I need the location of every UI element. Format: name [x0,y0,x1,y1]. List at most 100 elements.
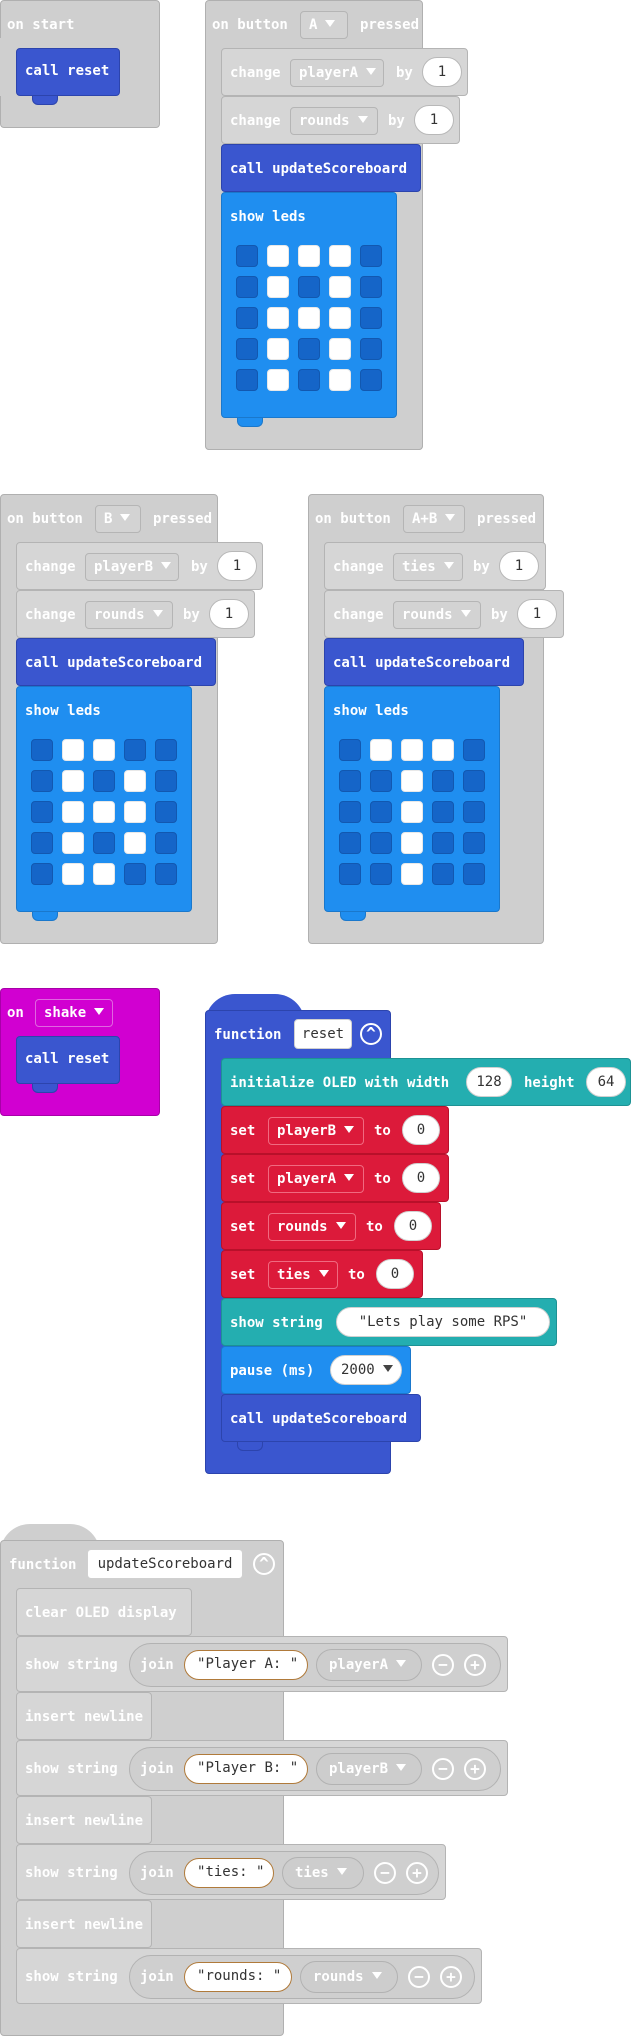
variable-dropdown[interactable]: ties [268,1261,338,1289]
led-cell[interactable] [62,832,84,854]
width-input[interactable]: 128 [466,1067,512,1097]
led-cell[interactable] [463,863,485,885]
plus-icon[interactable]: + [406,1862,428,1884]
insert-newline-block[interactable]: insert newline [16,1796,152,1844]
led-cell[interactable] [62,801,84,823]
led-cell[interactable] [236,369,258,391]
join-block[interactable]: join "Player B: " playerB − + [129,1747,501,1791]
function-name-field[interactable]: reset [294,1019,352,1049]
led-cell[interactable] [298,307,320,329]
led-cell[interactable] [432,863,454,885]
button-dropdown[interactable]: B [95,505,141,533]
variable-dropdown[interactable]: ties [393,553,463,581]
led-cell[interactable] [298,245,320,267]
number-input[interactable]: 1 [422,57,462,87]
led-cell[interactable] [124,832,146,854]
led-cell[interactable] [329,369,351,391]
join-block[interactable]: join "Player A: " playerA − + [129,1643,501,1687]
led-cell[interactable] [124,801,146,823]
variable-dropdown[interactable]: playerA [268,1165,364,1193]
variable-pill[interactable]: playerA [316,1649,422,1681]
number-input[interactable]: 1 [414,105,454,135]
initialize-oled-block[interactable]: initialize OLED with width 128 height 64 [221,1058,631,1106]
change-block[interactable]: change playerA by 1 [221,48,468,96]
led-cell[interactable] [463,832,485,854]
led-cell[interactable] [329,245,351,267]
led-cell[interactable] [339,832,361,854]
led-cell[interactable] [236,276,258,298]
show-leds-block[interactable]: show leds [221,192,397,418]
number-input[interactable]: 1 [217,551,257,581]
led-cell[interactable] [401,770,423,792]
led-cell[interactable] [31,832,53,854]
collapse-icon[interactable]: ^ [360,1023,382,1045]
height-input[interactable]: 64 [586,1067,626,1097]
pause-dropdown[interactable]: 2000 [330,1355,402,1385]
show-string-block[interactable]: show string join "rounds: " rounds − + [16,1948,482,2004]
led-cell[interactable] [267,369,289,391]
led-cell[interactable] [31,801,53,823]
led-cell[interactable] [432,832,454,854]
variable-dropdown[interactable]: rounds [290,107,378,135]
led-cell[interactable] [360,276,382,298]
led-cell[interactable] [370,770,392,792]
change-block[interactable]: change rounds by 1 [324,590,564,638]
change-block[interactable]: change rounds by 1 [16,590,255,638]
show-leds-block[interactable]: show leds [16,686,192,912]
call-reset-block[interactable]: call reset [16,1036,120,1084]
led-cell[interactable] [401,801,423,823]
insert-newline-block[interactable]: insert newline [16,1900,152,1948]
led-cell[interactable] [360,338,382,360]
led-cell[interactable] [236,338,258,360]
collapse-icon[interactable]: ^ [253,1553,275,1575]
led-cell[interactable] [62,863,84,885]
number-input[interactable]: 1 [499,551,539,581]
led-cell[interactable] [93,770,115,792]
set-variable-block[interactable]: set playerA to 0 [221,1154,449,1202]
function-name-field[interactable]: updateScoreboard [87,1549,243,1579]
number-input[interactable]: 1 [209,599,249,629]
led-cell[interactable] [31,739,53,761]
led-cell[interactable] [432,739,454,761]
set-variable-block[interactable]: set ties to 0 [221,1250,423,1298]
led-cell[interactable] [62,770,84,792]
join-block[interactable]: join "rounds: " rounds − + [129,1955,475,1999]
variable-pill[interactable]: ties [282,1857,364,1889]
minus-icon[interactable]: − [374,1862,396,1884]
variable-dropdown[interactable]: playerB [268,1117,364,1145]
led-cell[interactable] [267,307,289,329]
variable-dropdown[interactable]: rounds [85,601,173,629]
led-cell[interactable] [267,245,289,267]
clear-oled-block[interactable]: clear OLED display [16,1588,192,1636]
led-cell[interactable] [339,801,361,823]
variable-pill[interactable]: rounds [300,1961,398,1993]
number-input[interactable]: 1 [517,599,557,629]
plus-icon[interactable]: + [440,1966,462,1988]
value-input[interactable]: 0 [402,1163,440,1193]
led-cell[interactable] [360,369,382,391]
led-cell[interactable] [360,245,382,267]
led-cell[interactable] [124,770,146,792]
minus-icon[interactable]: − [432,1654,454,1676]
led-cell[interactable] [370,801,392,823]
button-dropdown[interactable]: A [300,11,348,39]
led-cell[interactable] [31,770,53,792]
value-input[interactable]: 0 [376,1259,414,1289]
led-cell[interactable] [93,863,115,885]
led-cell[interactable] [370,739,392,761]
led-cell[interactable] [267,338,289,360]
join-block[interactable]: join "ties: " ties − + [129,1851,439,1895]
led-cell[interactable] [298,276,320,298]
minus-icon[interactable]: − [408,1966,430,1988]
string-input[interactable]: "ties: " [184,1858,274,1888]
gesture-dropdown[interactable]: shake [35,999,113,1027]
change-block[interactable]: change rounds by 1 [221,96,460,144]
led-cell[interactable] [329,276,351,298]
led-cell[interactable] [124,863,146,885]
call-update-scoreboard-block[interactable]: call updateScoreboard [16,638,216,686]
show-string-block[interactable]: show string join "Player B: " playerB − … [16,1740,508,1796]
led-cell[interactable] [298,338,320,360]
led-cell[interactable] [155,770,177,792]
led-cell[interactable] [432,770,454,792]
set-variable-block[interactable]: set rounds to 0 [221,1202,441,1250]
